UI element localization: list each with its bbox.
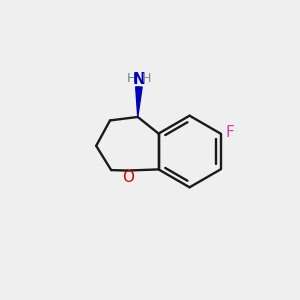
Text: F: F: [226, 125, 235, 140]
Polygon shape: [136, 87, 142, 117]
Text: H: H: [127, 72, 136, 85]
Text: H: H: [142, 72, 151, 85]
Text: N: N: [133, 72, 145, 87]
Text: O: O: [122, 170, 134, 185]
